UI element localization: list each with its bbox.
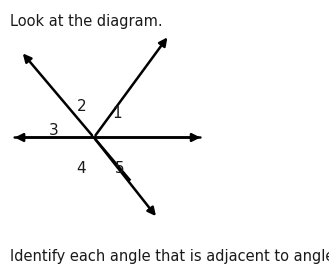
Text: 1: 1 [112,106,121,121]
Text: Identify each angle that is adjacent to angle 4.: Identify each angle that is adjacent to … [10,249,329,264]
Text: 4: 4 [77,161,86,176]
Text: 3: 3 [49,123,59,138]
Text: Look at the diagram.: Look at the diagram. [10,13,162,29]
Text: 5: 5 [115,161,125,176]
Text: 2: 2 [77,99,86,114]
